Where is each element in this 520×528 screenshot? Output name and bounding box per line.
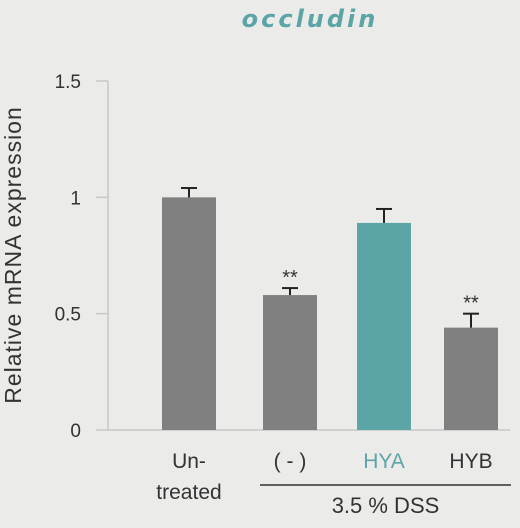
x-tick-label: ( - ): [274, 450, 307, 473]
group-label: 3.5 % DSS: [332, 493, 440, 518]
bars: ** **: [162, 187, 498, 430]
y-tick-label: 1: [70, 188, 81, 209]
y-ticks: 0 0.5 1 1.5: [55, 72, 108, 442]
bar: [263, 295, 317, 430]
significance-label: **: [463, 293, 479, 315]
y-tick-label: 0.5: [55, 305, 81, 326]
x-tick-labels: Un-treated ( - ) HYA HYB: [156, 450, 492, 504]
y-tick-label: 1.5: [55, 72, 81, 93]
bar: [357, 222, 411, 430]
bar: [162, 197, 216, 430]
x-tick-label: HYA: [363, 450, 405, 473]
x-tick-label: HYB: [449, 450, 492, 473]
chart-title: occludin: [242, 5, 379, 33]
bar: [444, 327, 498, 430]
y-axis-label: Relative mRNA expression: [0, 106, 26, 404]
x-tick-label: Un-treated: [156, 450, 221, 504]
y-tick-label: 0: [70, 421, 81, 442]
significance-label: **: [282, 267, 298, 289]
